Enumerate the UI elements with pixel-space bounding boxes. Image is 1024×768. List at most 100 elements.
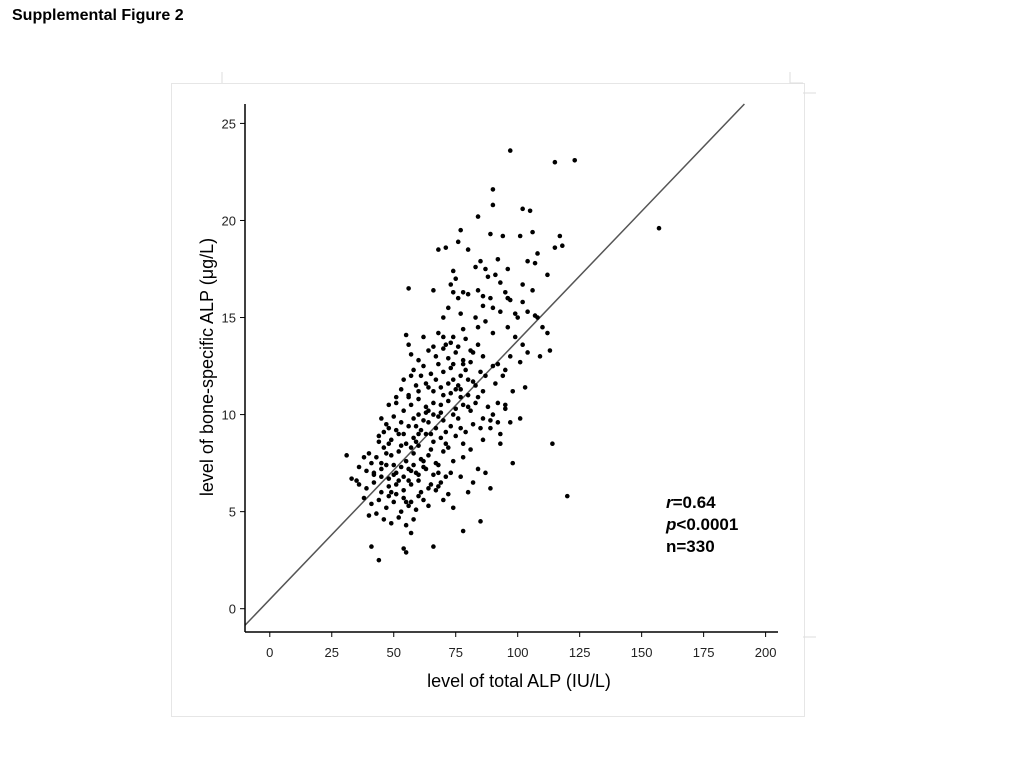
- data-point: [443, 245, 449, 250]
- data-point: [381, 445, 387, 450]
- data-point: [552, 245, 558, 250]
- data-point: [354, 478, 359, 483]
- data-point: [453, 350, 459, 355]
- data-point: [475, 288, 481, 293]
- data-point: [441, 334, 446, 340]
- data-point: [441, 418, 446, 423]
- data-point: [465, 489, 471, 495]
- data-point: [515, 315, 520, 320]
- data-point: [517, 233, 523, 239]
- data-point: [431, 439, 436, 445]
- stat-p: p<0.0001: [665, 515, 738, 534]
- data-point: [473, 264, 478, 270]
- data-point: [371, 470, 377, 476]
- data-point: [411, 451, 416, 456]
- data-point: [388, 520, 394, 526]
- data-point: [401, 474, 406, 480]
- data-point: [433, 377, 439, 382]
- points-layer: [344, 148, 662, 563]
- data-point: [445, 355, 451, 361]
- data-point: [396, 515, 402, 520]
- data-point: [421, 334, 426, 340]
- data-point: [423, 381, 429, 386]
- data-point: [525, 258, 530, 264]
- data-point: [493, 272, 498, 278]
- data-point: [550, 441, 555, 447]
- data-point: [369, 460, 374, 466]
- data-point: [468, 348, 473, 353]
- data-point: [431, 472, 436, 478]
- data-point: [443, 429, 449, 435]
- x-tick-label: 75: [448, 645, 462, 660]
- data-point: [495, 256, 501, 262]
- data-point: [465, 404, 471, 410]
- data-point: [406, 423, 411, 429]
- data-point: [386, 441, 392, 447]
- data-point: [438, 480, 444, 485]
- data-point: [441, 369, 446, 375]
- data-point: [485, 404, 491, 410]
- data-point: [468, 447, 473, 452]
- data-point: [527, 208, 533, 214]
- data-point: [517, 359, 523, 365]
- data-point: [448, 365, 454, 371]
- y-tick-label: 0: [229, 602, 236, 617]
- data-point: [512, 334, 518, 340]
- data-point: [530, 288, 535, 293]
- data-point: [433, 487, 439, 493]
- data-point: [468, 359, 473, 365]
- data-point: [537, 354, 543, 359]
- data-point: [406, 394, 411, 400]
- x-tick-label: 125: [569, 645, 591, 660]
- data-point: [552, 159, 558, 165]
- data-point: [361, 495, 367, 501]
- stat-r-value: =0.64: [673, 493, 717, 512]
- data-point: [428, 447, 434, 452]
- data-point: [411, 416, 416, 421]
- data-point: [418, 373, 424, 379]
- data-point: [480, 354, 486, 359]
- x-tick-label: 0: [266, 645, 273, 660]
- data-point: [475, 342, 481, 348]
- x-tick-label: 200: [755, 645, 777, 660]
- data-point: [450, 289, 456, 295]
- data-point: [401, 377, 406, 382]
- data-point: [361, 454, 367, 460]
- data-point: [376, 439, 382, 445]
- data-point: [520, 282, 525, 287]
- data-point: [433, 425, 439, 431]
- data-point: [458, 373, 463, 379]
- data-point: [379, 466, 384, 472]
- data-point: [441, 315, 446, 320]
- data-point: [393, 400, 399, 406]
- data-point: [423, 431, 429, 437]
- data-point: [545, 272, 550, 278]
- data-point: [445, 445, 451, 450]
- stat-r: r=0.64: [666, 493, 716, 512]
- data-point: [503, 406, 508, 412]
- data-point: [656, 225, 662, 231]
- data-point: [416, 431, 421, 437]
- data-point: [463, 336, 468, 342]
- data-point: [344, 453, 349, 458]
- data-point: [413, 507, 419, 513]
- data-point: [450, 505, 456, 511]
- data-point: [445, 491, 451, 497]
- data-point: [401, 487, 406, 493]
- data-point: [495, 361, 501, 367]
- data-point: [490, 305, 496, 311]
- data-point: [403, 332, 409, 338]
- data-point: [413, 439, 419, 445]
- data-point: [503, 289, 508, 295]
- data-point: [376, 497, 382, 503]
- data-point: [426, 348, 431, 353]
- data-point: [450, 377, 456, 382]
- data-point: [356, 482, 362, 487]
- data-point: [386, 484, 392, 489]
- data-point: [408, 402, 414, 408]
- data-point: [381, 429, 387, 435]
- data-point: [520, 299, 525, 305]
- data-point: [398, 464, 404, 470]
- data-point: [483, 266, 488, 272]
- data-point: [436, 414, 441, 419]
